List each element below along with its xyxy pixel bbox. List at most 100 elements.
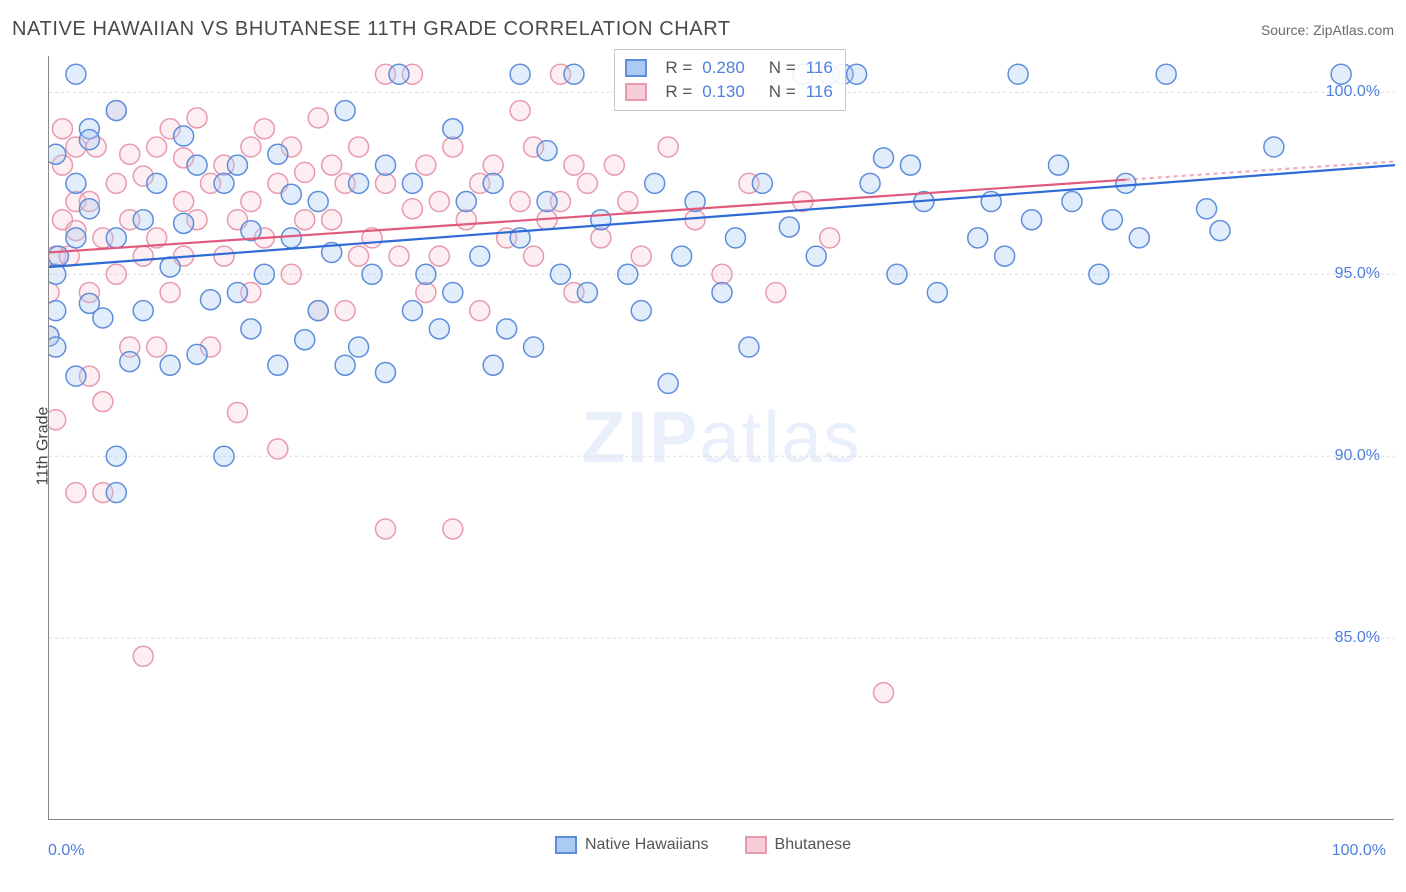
scatter-point-native_hawaiians xyxy=(281,184,301,204)
scatter-point-bhutanese xyxy=(510,101,530,121)
scatter-point-native_hawaiians xyxy=(725,228,745,248)
scatter-point-native_hawaiians xyxy=(874,148,894,168)
stats-n-value: 116 xyxy=(806,80,833,104)
stats-n-label: N = xyxy=(769,80,796,104)
stats-r-value: 0.280 xyxy=(702,56,745,80)
scatter-point-native_hawaiians xyxy=(1331,64,1351,84)
scatter-point-native_hawaiians xyxy=(79,199,99,219)
trendline-native_hawaiians xyxy=(49,165,1395,267)
scatter-point-native_hawaiians xyxy=(564,64,584,84)
scatter-point-native_hawaiians xyxy=(254,264,274,284)
scatter-point-native_hawaiians xyxy=(402,173,422,193)
scatter-point-native_hawaiians xyxy=(1022,210,1042,230)
scatter-point-bhutanese xyxy=(106,173,126,193)
scatter-point-native_hawaiians xyxy=(537,192,557,212)
scatter-point-native_hawaiians xyxy=(739,337,759,357)
scatter-point-native_hawaiians xyxy=(1089,264,1109,284)
scatter-point-native_hawaiians xyxy=(281,228,301,248)
title-row: NATIVE HAWAIIAN VS BHUTANESE 11TH GRADE … xyxy=(12,18,1394,46)
scatter-point-native_hawaiians xyxy=(860,173,880,193)
scatter-point-native_hawaiians xyxy=(1197,199,1217,219)
scatter-point-native_hawaiians xyxy=(483,173,503,193)
scatter-point-bhutanese xyxy=(443,519,463,539)
scatter-point-native_hawaiians xyxy=(174,213,194,233)
scatter-point-bhutanese xyxy=(349,246,369,266)
scatter-point-native_hawaiians xyxy=(752,173,772,193)
scatter-point-native_hawaiians xyxy=(160,257,180,277)
scatter-point-bhutanese xyxy=(349,137,369,157)
scatter-point-native_hawaiians xyxy=(927,282,947,302)
scatter-point-bhutanese xyxy=(241,137,261,157)
source-credit: Source: ZipAtlas.com xyxy=(1261,22,1394,38)
scatter-point-bhutanese xyxy=(49,410,66,430)
scatter-point-native_hawaiians xyxy=(106,483,126,503)
scatter-point-native_hawaiians xyxy=(416,264,436,284)
stats-swatch xyxy=(625,83,647,101)
scatter-point-bhutanese xyxy=(174,192,194,212)
scatter-point-bhutanese xyxy=(160,282,180,302)
legend-label: Bhutanese xyxy=(775,836,852,854)
legend-swatch xyxy=(555,836,577,854)
scatter-point-native_hawaiians xyxy=(187,344,207,364)
scatter-point-native_hawaiians xyxy=(376,363,396,383)
legend-label: Native Hawaiians xyxy=(585,836,709,854)
scatter-point-native_hawaiians xyxy=(362,264,382,284)
scatter-point-native_hawaiians xyxy=(349,337,369,357)
scatter-point-native_hawaiians xyxy=(550,264,570,284)
scatter-point-bhutanese xyxy=(631,246,651,266)
chart-title: NATIVE HAWAIIAN VS BHUTANESE 11TH GRADE … xyxy=(12,18,731,41)
scatter-point-native_hawaiians xyxy=(49,246,68,266)
scatter-point-native_hawaiians xyxy=(66,173,86,193)
scatter-point-native_hawaiians xyxy=(106,228,126,248)
scatter-point-native_hawaiians xyxy=(900,155,920,175)
scatter-point-bhutanese xyxy=(564,155,584,175)
scatter-point-native_hawaiians xyxy=(120,352,140,372)
stats-r-label: R = xyxy=(665,56,692,80)
scatter-point-bhutanese xyxy=(389,246,409,266)
scatter-point-native_hawaiians xyxy=(631,301,651,321)
scatter-point-native_hawaiians xyxy=(443,119,463,139)
scatter-point-bhutanese xyxy=(376,173,396,193)
scatter-point-bhutanese xyxy=(429,192,449,212)
trendline-ext-bhutanese xyxy=(1126,162,1395,180)
scatter-point-native_hawaiians xyxy=(524,337,544,357)
stats-r-value: 0.130 xyxy=(702,80,745,104)
scatter-point-native_hawaiians xyxy=(1264,137,1284,157)
scatter-point-bhutanese xyxy=(322,155,342,175)
plot-svg xyxy=(49,56,1395,820)
scatter-point-native_hawaiians xyxy=(1156,64,1176,84)
scatter-point-native_hawaiians xyxy=(968,228,988,248)
scatter-point-bhutanese xyxy=(416,155,436,175)
scatter-point-native_hawaiians xyxy=(106,446,126,466)
scatter-point-bhutanese xyxy=(483,155,503,175)
scatter-point-bhutanese xyxy=(66,483,86,503)
scatter-point-native_hawaiians xyxy=(1049,155,1069,175)
scatter-point-native_hawaiians xyxy=(1210,221,1230,241)
scatter-point-bhutanese xyxy=(49,282,59,302)
scatter-point-bhutanese xyxy=(254,119,274,139)
scatter-point-native_hawaiians xyxy=(806,246,826,266)
scatter-point-bhutanese xyxy=(604,155,624,175)
stats-n-label: N = xyxy=(769,56,796,80)
scatter-point-bhutanese xyxy=(443,137,463,157)
scatter-point-native_hawaiians xyxy=(66,228,86,248)
scatter-point-native_hawaiians xyxy=(187,155,207,175)
scatter-point-native_hawaiians xyxy=(241,319,261,339)
scatter-point-native_hawaiians xyxy=(133,301,153,321)
scatter-point-native_hawaiians xyxy=(645,173,665,193)
scatter-point-native_hawaiians xyxy=(268,355,288,375)
scatter-point-bhutanese xyxy=(133,646,153,666)
legend-item-bhutanese: Bhutanese xyxy=(745,836,852,854)
scatter-point-native_hawaiians xyxy=(174,126,194,146)
scatter-point-bhutanese xyxy=(214,246,234,266)
scatter-point-native_hawaiians xyxy=(214,446,234,466)
scatter-point-native_hawaiians xyxy=(49,301,66,321)
legend-swatch xyxy=(745,836,767,854)
scatter-point-native_hawaiians xyxy=(66,366,86,386)
scatter-point-bhutanese xyxy=(120,144,140,164)
scatter-point-native_hawaiians xyxy=(887,264,907,284)
scatter-point-native_hawaiians xyxy=(376,155,396,175)
scatter-point-native_hawaiians xyxy=(49,144,66,164)
scatter-point-native_hawaiians xyxy=(577,282,597,302)
scatter-point-native_hawaiians xyxy=(995,246,1015,266)
